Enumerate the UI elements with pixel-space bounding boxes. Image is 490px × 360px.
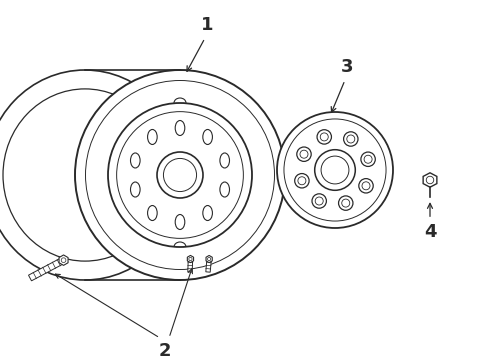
Ellipse shape bbox=[203, 130, 213, 144]
Ellipse shape bbox=[277, 112, 393, 228]
Ellipse shape bbox=[157, 152, 203, 198]
Ellipse shape bbox=[130, 153, 140, 168]
Text: 2: 2 bbox=[159, 342, 171, 360]
Ellipse shape bbox=[315, 150, 355, 190]
Ellipse shape bbox=[312, 194, 326, 208]
Polygon shape bbox=[423, 173, 437, 187]
Ellipse shape bbox=[361, 152, 375, 166]
Ellipse shape bbox=[147, 130, 157, 144]
Ellipse shape bbox=[220, 182, 229, 197]
Text: 3: 3 bbox=[341, 58, 353, 76]
Ellipse shape bbox=[317, 130, 331, 144]
Ellipse shape bbox=[0, 70, 185, 280]
Ellipse shape bbox=[203, 206, 213, 221]
Ellipse shape bbox=[175, 215, 185, 230]
Text: 1: 1 bbox=[201, 16, 213, 34]
Ellipse shape bbox=[108, 103, 252, 247]
Ellipse shape bbox=[294, 174, 309, 188]
Polygon shape bbox=[187, 255, 194, 262]
Polygon shape bbox=[59, 255, 68, 265]
Polygon shape bbox=[206, 259, 211, 272]
Polygon shape bbox=[28, 257, 65, 281]
Ellipse shape bbox=[147, 206, 157, 221]
Ellipse shape bbox=[75, 70, 285, 280]
Ellipse shape bbox=[297, 147, 311, 161]
Polygon shape bbox=[206, 256, 212, 263]
Ellipse shape bbox=[220, 153, 229, 168]
Ellipse shape bbox=[175, 121, 185, 135]
Ellipse shape bbox=[130, 182, 140, 197]
Polygon shape bbox=[188, 259, 193, 272]
Ellipse shape bbox=[343, 132, 358, 146]
Text: 4: 4 bbox=[424, 223, 436, 241]
Ellipse shape bbox=[339, 196, 353, 210]
Ellipse shape bbox=[359, 179, 373, 193]
